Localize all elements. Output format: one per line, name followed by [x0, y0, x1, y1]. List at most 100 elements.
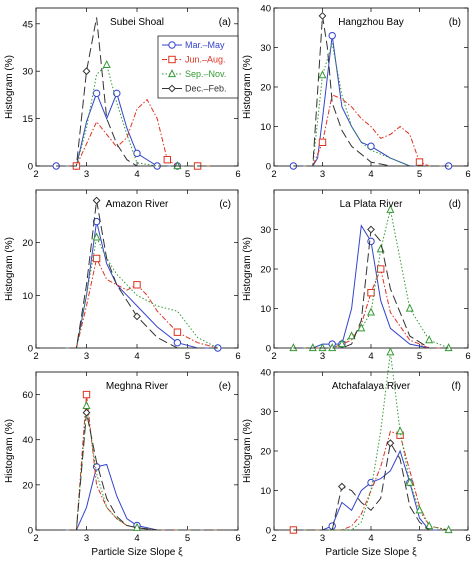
x-axis-label: Particle Size Slope ξ — [91, 547, 183, 558]
panel-c: 2 3 4 5 6 0 10 20 Histogram (%) Amazon River (c) — [4, 189, 241, 362]
y-tick-label: 60 — [22, 390, 33, 401]
legend-marker — [167, 69, 177, 78]
series-3 — [56, 17, 218, 167]
x-tick-label: 2 — [271, 351, 276, 362]
y-tick-label: 10 — [260, 122, 271, 133]
x-axis-label: Particle Size Slope ξ — [325, 547, 417, 558]
x-tick-label: 2 — [271, 533, 276, 544]
y-tick-label: 10 — [22, 291, 33, 302]
data-point — [82, 400, 91, 409]
x-tick-label: 6 — [465, 533, 470, 544]
series-line — [56, 394, 218, 531]
series-line — [293, 228, 449, 349]
series-line — [56, 200, 218, 349]
panel-d: 2 3 4 5 6 0 10 20 30 Histogram (%) La Plata River (… — [242, 189, 471, 362]
x-tick-label: 3 — [320, 351, 325, 362]
series-3 — [56, 196, 218, 349]
series-line — [293, 352, 449, 531]
y-tick-label: 10 — [260, 304, 271, 315]
series-line — [56, 235, 219, 349]
y-tick-label: 0 — [266, 526, 271, 537]
data-point — [425, 335, 434, 344]
legend-entry: Jun.–Aug. — [185, 55, 226, 65]
y-tick-label: 0 — [28, 344, 33, 355]
data-point — [444, 525, 453, 534]
y-tick-label: 20 — [260, 447, 271, 458]
data-point — [386, 439, 395, 448]
data-point — [357, 323, 366, 332]
series-2 — [56, 400, 218, 531]
data-point — [102, 59, 111, 68]
legend: Mar.–May Jun.–Aug. Sep.–Nov. Dec.–Feb. — [157, 35, 239, 99]
data-point — [82, 390, 91, 399]
data-point — [377, 265, 385, 273]
x-tick-label: 3 — [84, 169, 89, 180]
y-tick-label: 0 — [266, 162, 271, 173]
x-tick-label: 6 — [465, 351, 470, 362]
x-tick-label: 4 — [134, 169, 139, 180]
y-tick-label: 40 — [260, 368, 271, 379]
series-1 — [293, 94, 449, 167]
panel-label: (f) — [452, 381, 461, 392]
series-1 — [293, 265, 449, 349]
legend-marker — [168, 55, 176, 64]
data-point — [367, 289, 375, 297]
data-point — [318, 138, 327, 147]
x-tick-label: 3 — [320, 533, 325, 544]
data-point — [133, 312, 141, 321]
data-point — [367, 142, 375, 150]
series-0 — [293, 224, 449, 349]
y-tick-label: 0 — [28, 526, 33, 537]
y-tick-label: 10 — [260, 486, 271, 497]
series-1 — [56, 254, 218, 349]
legend-marker — [168, 41, 176, 49]
series-1 — [56, 390, 218, 531]
data-point — [347, 331, 356, 340]
x-tick-label: 5 — [417, 533, 422, 544]
y-axis-label: Histogram (%) — [4, 237, 15, 301]
x-tick-label: 5 — [185, 533, 190, 544]
data-point — [444, 343, 453, 352]
panel-title: La Plata River — [340, 199, 403, 210]
x-tick-label: 4 — [368, 533, 373, 544]
x-tick-label: 3 — [84, 351, 89, 362]
data-point — [425, 521, 434, 530]
series-0 — [56, 217, 222, 352]
panel-label: (d) — [449, 199, 461, 210]
data-point — [113, 89, 121, 98]
panel-b: 2 3 4 5 6 0 10 20 30 40 Histogram (%) Hangzhou Bay (… — [242, 4, 471, 181]
series-line — [56, 256, 218, 349]
data-point — [367, 237, 375, 246]
legend-marker — [168, 84, 176, 93]
y-tick-label: 40 — [22, 435, 33, 446]
legend-entry: Dec.–Feb. — [185, 84, 227, 94]
panel-title: Amazon River — [106, 199, 169, 210]
y-tick-label: 20 — [260, 83, 271, 94]
legend-entry: Mar.–May — [185, 40, 225, 50]
y-tick-label: 20 — [260, 265, 271, 276]
data-point — [415, 505, 424, 514]
series-line — [293, 94, 449, 167]
y-tick-label: 30 — [260, 225, 271, 236]
data-point — [133, 149, 141, 158]
x-tick-label: 6 — [235, 351, 240, 362]
data-point — [82, 408, 91, 417]
x-tick-label: 2 — [33, 351, 38, 362]
data-point — [92, 232, 101, 241]
series-3 — [293, 11, 449, 167]
data-point — [133, 281, 141, 289]
x-tick-label: 4 — [368, 351, 373, 362]
y-axis-label: Histogram (%) — [242, 419, 253, 483]
series-3 — [293, 225, 449, 349]
panel-title: Hangzhou Bay — [338, 17, 404, 28]
series-2 — [293, 347, 453, 534]
plot-frame — [35, 189, 239, 349]
x-tick-label: 5 — [417, 169, 422, 180]
data-point — [132, 522, 142, 531]
data-point — [405, 477, 414, 486]
panel-title: Subei Shoal — [110, 17, 164, 28]
x-tick-label: 3 — [84, 533, 89, 544]
